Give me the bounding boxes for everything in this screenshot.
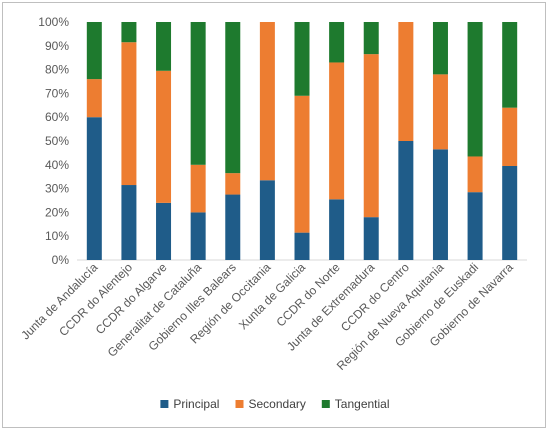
bar-segment-tangential — [329, 22, 345, 63]
bar-segment-tangential — [121, 22, 137, 43]
bar-segment-tangential — [432, 22, 448, 75]
stacked-bar-chart: 0% 10% 20% 30% 40% 50% 60% 70% 80% 90% 100% Junta … — [18, 15, 527, 411]
bar-stack — [86, 22, 102, 260]
bar-segment-principal — [329, 199, 345, 260]
bar-segment-secondary — [294, 95, 310, 233]
y-tick-label: 70% — [45, 86, 69, 100]
bar-stack — [398, 22, 414, 260]
bar-stack — [225, 22, 241, 260]
chart-frame: 0% 10% 20% 30% 40% 50% 60% 70% 80% 90% 100% Junta … — [2, 2, 546, 428]
bar-segment-tangential — [467, 22, 483, 157]
y-tick-label: 40% — [45, 158, 69, 172]
bar-stack — [294, 22, 310, 260]
bar-segment-principal — [467, 192, 483, 260]
y-axis: 0% 10% 20% 30% 40% 50% 60% 70% 80% 90% 100% — [38, 15, 69, 267]
bar-stack — [432, 22, 448, 260]
y-tick-label: 50% — [45, 134, 69, 148]
bar-segment-principal — [259, 180, 275, 260]
y-tick-label: 100% — [38, 15, 69, 29]
bar-stack — [329, 22, 345, 260]
legend-swatch — [160, 400, 169, 408]
y-tick-label: 0% — [52, 253, 70, 267]
bar-segment-secondary — [259, 22, 275, 181]
bar-segment-principal — [502, 165, 518, 260]
bar-segment-secondary — [121, 42, 137, 186]
bar-segment-secondary — [363, 54, 379, 218]
bar-segment-secondary — [156, 70, 172, 203]
y-tick-label: 90% — [45, 39, 69, 53]
bar-segment-principal — [294, 232, 310, 260]
legend-swatch — [235, 400, 244, 408]
legend-label: Tangential — [335, 397, 390, 411]
y-tick-label: 10% — [45, 229, 69, 243]
bar-segment-principal — [363, 217, 379, 260]
bar-segment-secondary — [329, 62, 345, 200]
bar-segment-tangential — [363, 22, 379, 55]
bar-segment-secondary — [225, 173, 241, 195]
bar-segment-tangential — [190, 22, 206, 165]
bar-segment-principal — [432, 149, 448, 260]
bar-stack — [156, 22, 172, 260]
bar-segment-principal — [225, 194, 241, 260]
bar-segment-secondary — [86, 79, 102, 118]
y-tick-label: 80% — [45, 63, 69, 77]
bar-segment-secondary — [432, 74, 448, 150]
legend-label: Principal — [173, 397, 219, 411]
bar-segment-principal — [190, 212, 206, 260]
bar-segment-principal — [156, 202, 172, 260]
y-tick-label: 20% — [45, 205, 69, 219]
legend-label: Secondary — [249, 397, 306, 411]
bar-segment-tangential — [86, 22, 102, 80]
bar-segment-tangential — [502, 22, 518, 108]
bar-stack — [121, 22, 137, 260]
legend-item: Principal — [160, 397, 219, 411]
legend-swatch — [321, 400, 330, 408]
bar-stack — [467, 22, 483, 260]
bar-stack — [190, 22, 206, 260]
bar-stack — [259, 22, 275, 260]
y-tick-label: 30% — [45, 182, 69, 196]
bar-segment-secondary — [467, 156, 483, 193]
legend-item: Secondary — [235, 397, 306, 411]
bar-segment-tangential — [225, 22, 241, 174]
bars — [86, 22, 518, 260]
bar-segment-tangential — [294, 22, 310, 96]
bar-segment-principal — [398, 141, 414, 260]
bar-segment-tangential — [156, 22, 172, 71]
bar-stack — [363, 22, 379, 260]
bar-segment-principal — [86, 117, 102, 260]
bar-segment-secondary — [398, 22, 414, 141]
y-tick-label: 60% — [45, 110, 69, 124]
bar-segment-secondary — [190, 164, 206, 213]
legend: Principal Secondary Tangential — [160, 397, 390, 411]
legend-item: Tangential — [321, 397, 390, 411]
bar-segment-principal — [121, 185, 137, 260]
bar-stack — [502, 22, 518, 260]
bar-segment-secondary — [502, 107, 518, 166]
